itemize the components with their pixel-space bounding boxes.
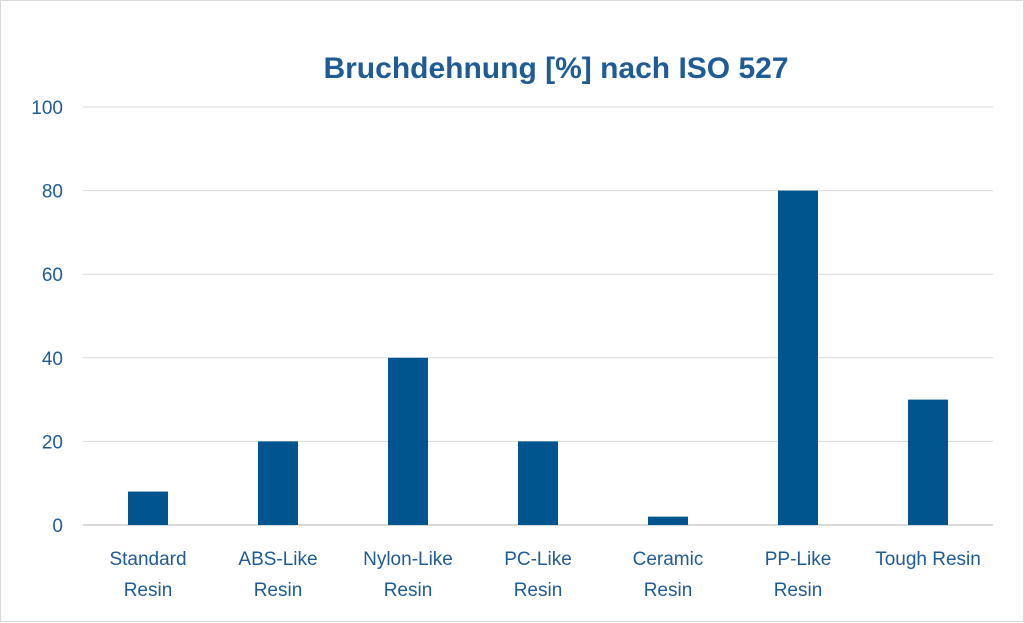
y-tick-label: 100 (31, 98, 63, 119)
bar (258, 441, 298, 525)
bar (778, 190, 818, 525)
y-tick-label: 80 (42, 182, 63, 203)
x-tick-label: Tough Resin (875, 549, 981, 570)
bar (388, 357, 428, 525)
bar (648, 516, 688, 525)
x-tick-label: ABS-Like (238, 549, 317, 570)
x-tick-label: Standard (109, 549, 186, 570)
bar (518, 441, 558, 525)
y-tick-label: 40 (42, 349, 63, 370)
x-tick-label: Nylon-Like (363, 549, 453, 570)
x-tick-label: Resin (254, 580, 303, 601)
y-tick-label: 0 (52, 516, 63, 537)
x-tick-label: Resin (384, 580, 433, 601)
x-tick-label: Resin (124, 580, 173, 601)
x-tick-label: PP-Like (765, 549, 832, 570)
chart-title: Bruchdehnung [%] nach ISO 527 (323, 52, 788, 85)
x-tick-label: Resin (774, 580, 823, 601)
x-tick-label: PC-Like (504, 549, 572, 570)
x-tick-label: Ceramic (633, 549, 704, 570)
y-tick-label: 60 (42, 265, 63, 286)
bar (908, 399, 948, 525)
y-tick-label: 20 (42, 432, 63, 453)
bar (128, 491, 168, 525)
x-tick-label: Resin (514, 580, 563, 601)
x-tick-label: Resin (644, 580, 693, 601)
